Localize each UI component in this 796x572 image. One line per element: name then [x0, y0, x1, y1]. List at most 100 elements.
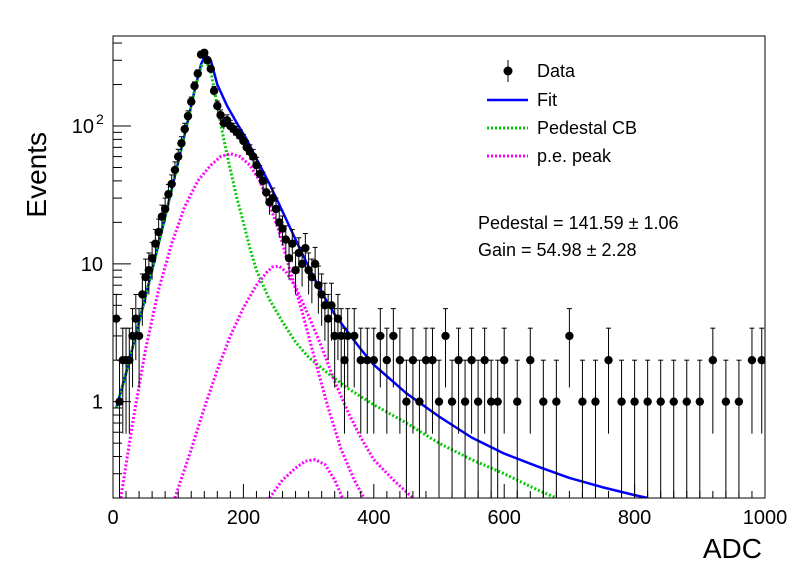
data-point	[301, 243, 310, 253]
data-point	[421, 355, 431, 365]
data-point	[382, 355, 392, 365]
legend-label: Data	[537, 61, 576, 81]
legend-label: p.e. peak	[537, 146, 612, 166]
data-point	[327, 301, 336, 310]
data-point	[206, 64, 215, 74]
data-point	[617, 397, 626, 406]
y-axis-title: Events	[21, 132, 52, 218]
data-point	[291, 265, 300, 275]
data-point	[591, 397, 600, 406]
data-point	[539, 397, 548, 406]
data-point	[604, 355, 613, 365]
data-point	[376, 331, 385, 341]
data-point	[389, 331, 398, 341]
data-point	[131, 314, 141, 323]
x-axis-title: ADC	[703, 533, 762, 564]
data-point	[695, 397, 704, 406]
data-point	[288, 239, 297, 248]
data-point	[248, 152, 258, 161]
data-point	[434, 397, 444, 406]
data-point	[721, 397, 731, 406]
data-point	[314, 280, 323, 290]
series-line-p-e-peak	[173, 264, 414, 498]
data-point	[526, 355, 535, 365]
data-point	[307, 273, 317, 282]
x-tick-label: 600	[488, 507, 521, 529]
data-point	[473, 397, 483, 406]
data-point	[415, 397, 424, 406]
data-point	[350, 331, 359, 341]
series-line-p-e-peak	[268, 458, 344, 498]
x-tick-label: 0	[107, 507, 118, 529]
data-point	[180, 124, 189, 134]
y-tick-label: 10	[81, 254, 103, 276]
data-point	[125, 355, 134, 365]
data-point	[320, 301, 330, 310]
data-point	[565, 331, 574, 341]
data-point	[262, 188, 271, 197]
data-point	[323, 314, 333, 323]
legend-label: Fit	[537, 90, 557, 110]
data-point	[278, 224, 287, 233]
data-point	[177, 139, 186, 148]
data-point	[369, 355, 378, 365]
data-point	[190, 81, 199, 91]
data-point	[747, 355, 757, 365]
data-point	[138, 290, 147, 299]
data-point	[275, 218, 284, 227]
data-point	[630, 397, 639, 406]
data-point	[200, 48, 209, 57]
data-point	[128, 331, 137, 341]
data-point	[395, 355, 405, 365]
gain-annotation: Gain = 54.98 ± 2.28	[478, 240, 637, 260]
legend-label: Pedestal CB	[537, 118, 637, 138]
data-point	[317, 290, 326, 299]
data-point	[669, 397, 678, 406]
data-point	[141, 273, 150, 282]
data-point	[134, 331, 144, 341]
y-tick-exponent: 2	[96, 111, 104, 127]
data-point	[480, 355, 489, 365]
x-tick-label: 400	[357, 507, 390, 529]
data-point	[281, 235, 290, 244]
data-point	[402, 397, 411, 406]
data-point	[643, 397, 652, 406]
legend-data-marker	[503, 66, 513, 76]
x-tick-label: 800	[618, 507, 651, 529]
pedestal-annotation: Pedestal = 141.59 ± 1.06	[478, 213, 679, 233]
data-point	[363, 355, 372, 365]
data-point	[656, 397, 665, 406]
x-tick-label: 200	[227, 507, 260, 529]
data-point	[284, 253, 294, 263]
data-point	[356, 355, 365, 365]
data-point	[164, 190, 173, 199]
data-point	[454, 355, 463, 365]
data-point	[408, 355, 418, 365]
data-point	[682, 397, 691, 406]
data-point	[151, 239, 160, 248]
data-point	[147, 253, 157, 263]
data-point	[154, 227, 163, 237]
data-point	[239, 136, 248, 146]
data-point	[297, 259, 307, 269]
data-point	[268, 193, 277, 203]
data-point	[213, 101, 222, 111]
data-point	[193, 69, 202, 78]
data-point	[183, 111, 193, 121]
data-point	[203, 56, 212, 65]
data-point	[467, 355, 476, 365]
y-tick-label: 10	[72, 116, 94, 138]
data-point	[708, 355, 718, 365]
data-point	[734, 397, 744, 406]
data-point	[441, 331, 450, 341]
data-point	[343, 331, 352, 341]
data-point	[447, 397, 457, 406]
data-point	[252, 160, 261, 170]
x-tick-label: 1000	[743, 507, 788, 529]
data-point	[209, 86, 219, 96]
data-point	[304, 265, 313, 275]
data-point	[428, 355, 437, 365]
